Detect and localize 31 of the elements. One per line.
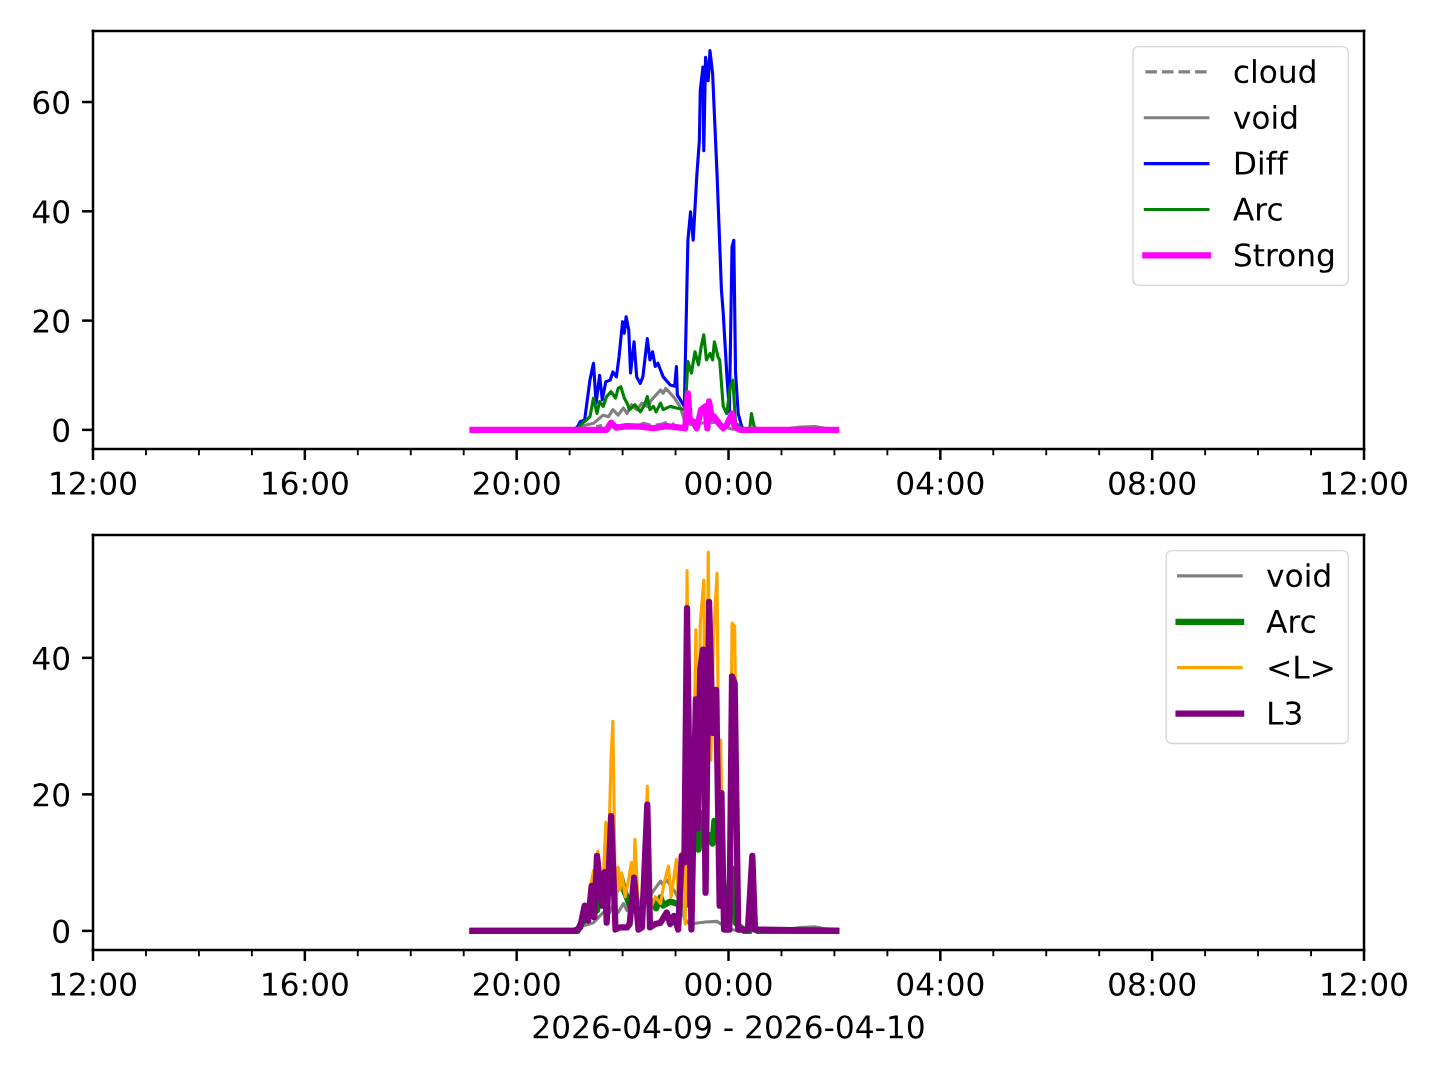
- y-tick-label: 20: [33, 783, 70, 807]
- x-tick-label: 00:00: [685, 972, 772, 997]
- x-tick-label: 12:00: [51, 972, 136, 997]
- y-tick-label: 0: [53, 418, 70, 443]
- x-tick-label: 20:00: [473, 972, 560, 997]
- x-tick-label: 08:00: [1109, 972, 1196, 997]
- legend-label: Diff: [1235, 150, 1289, 175]
- x-tick-label: 16:00: [263, 972, 348, 997]
- legend-label: Arc: [1266, 609, 1315, 634]
- legend-label: L3: [1269, 701, 1301, 725]
- legend-label: Strong: [1234, 243, 1334, 273]
- y-tick-label: 40: [32, 199, 70, 224]
- y-tick-label: 60: [33, 90, 70, 115]
- legend-label: <L>: [1269, 655, 1333, 679]
- x-tick-label: 04:00: [897, 972, 984, 997]
- legend-label: Arc: [1233, 197, 1282, 221]
- x-tick-label: 16:00: [263, 471, 348, 496]
- y-tick-label: 40: [32, 646, 70, 671]
- legend-label: cloud: [1234, 59, 1315, 84]
- legend-label: void: [1267, 563, 1330, 588]
- x-tick-label: 12:00: [51, 471, 136, 496]
- x-tick-label: 12:00: [1322, 471, 1407, 496]
- x-axis-title: 2026-04-09 - 2026-04-10: [533, 1015, 924, 1039]
- x-tick-label: 12:00: [1322, 972, 1407, 997]
- y-tick-label: 0: [53, 919, 70, 944]
- x-tick-label: 08:00: [1109, 471, 1196, 496]
- y-tick-label: 20: [33, 309, 70, 333]
- x-tick-label: 04:00: [897, 471, 984, 496]
- x-tick-label: 00:00: [685, 471, 772, 496]
- legend-label: void: [1233, 104, 1297, 130]
- x-tick-label: 20:00: [473, 471, 560, 496]
